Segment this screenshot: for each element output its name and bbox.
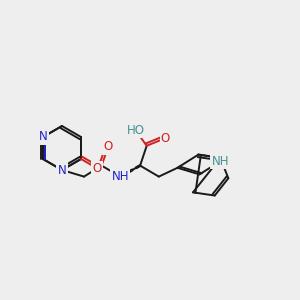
- Text: O: O: [161, 132, 170, 145]
- Text: O: O: [103, 140, 113, 153]
- Text: HO: HO: [127, 124, 145, 137]
- Text: NH: NH: [112, 170, 129, 183]
- Text: N: N: [39, 130, 47, 143]
- Text: NH: NH: [212, 155, 229, 168]
- Text: N: N: [58, 164, 66, 176]
- Text: O: O: [93, 162, 102, 175]
